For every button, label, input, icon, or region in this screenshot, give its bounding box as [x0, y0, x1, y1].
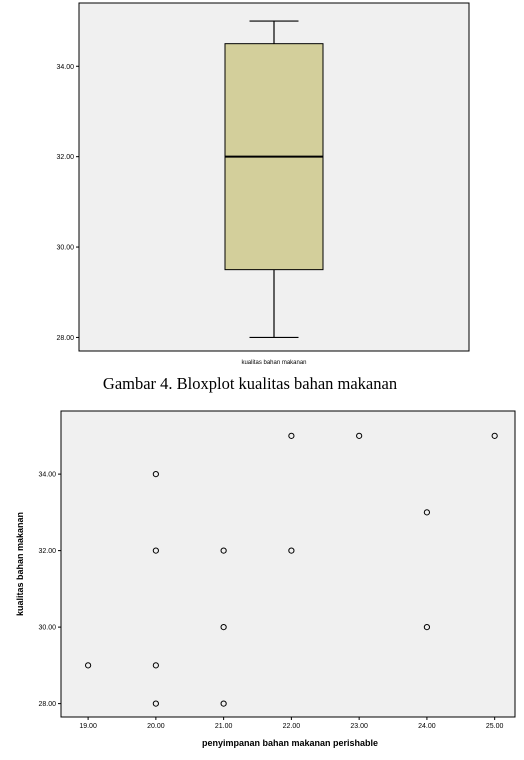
scatter-point [288, 432, 295, 439]
scatter-point [423, 624, 431, 631]
scatter-x-tick-label: 22.00 [283, 723, 301, 730]
scatter-y-tick-label: 28.00 [38, 701, 56, 708]
scatter-plot-area [60, 410, 516, 718]
scatter-x-tick-label: 19.00 [79, 723, 97, 730]
scatter-point [85, 662, 92, 669]
scatter-point [152, 700, 159, 707]
figure-caption: Gambar 4. Bloxplot kualitas bahan makana… [103, 374, 397, 393]
scatter-point [152, 662, 159, 669]
scatter-point [220, 547, 227, 554]
scatter-point [220, 624, 227, 631]
scatter-x-tick-label: 20.00 [147, 723, 165, 730]
scatter-point [491, 432, 498, 439]
scatter-point [152, 547, 159, 554]
scatter-x-tick-label: 21.00 [215, 723, 233, 730]
scatter-x-tick-label: 24.00 [418, 723, 436, 730]
boxplot-category-label: kualitas bahan makanan [241, 360, 306, 366]
boxplot-elements [224, 20, 324, 339]
scatter-y-axis-label: kualitas bahan makanan [15, 512, 25, 616]
scatter-point [356, 432, 363, 439]
boxplot-y-tick-label: 30.00 [56, 245, 74, 252]
scatter-y-tick-label: 30.00 [38, 625, 56, 632]
scatter-x-axis-label: penyimpanan bahan makanan perishable [202, 738, 378, 748]
scatter-y-tick-label: 34.00 [38, 472, 56, 479]
scatter-points [85, 432, 498, 707]
boxplot-y-axis: 28.00 30.00 32.00 34.00 [56, 64, 79, 342]
scatter-y-tick-label: 32.00 [38, 548, 56, 555]
scatter-point [423, 509, 431, 516]
scatter-point [288, 547, 295, 554]
scatter-x-tick-label: 23.00 [350, 723, 368, 730]
boxplot-y-tick-label: 34.00 [56, 64, 74, 71]
boxplot-chart: 28.00 30.00 32.00 34.00 kualitas bahan maka… [56, 2, 470, 366]
scatter-x-axis: 19.00 20.00 21.00 22.00 23.00 24.00 25.00 [79, 717, 504, 730]
scatter-point [152, 471, 159, 478]
boxplot-y-tick-label: 28.00 [56, 335, 74, 342]
scatter-y-axis: 28.00 30.00 32.00 34.00 [38, 472, 61, 708]
scatter-chart: 28.00 30.00 32.00 34.00 19.00 20.00 21.00 22.0… [15, 410, 516, 748]
boxplot-y-tick-label: 32.00 [56, 154, 74, 161]
scatter-point [220, 700, 227, 707]
scatter-x-tick-label: 25.00 [486, 723, 504, 730]
